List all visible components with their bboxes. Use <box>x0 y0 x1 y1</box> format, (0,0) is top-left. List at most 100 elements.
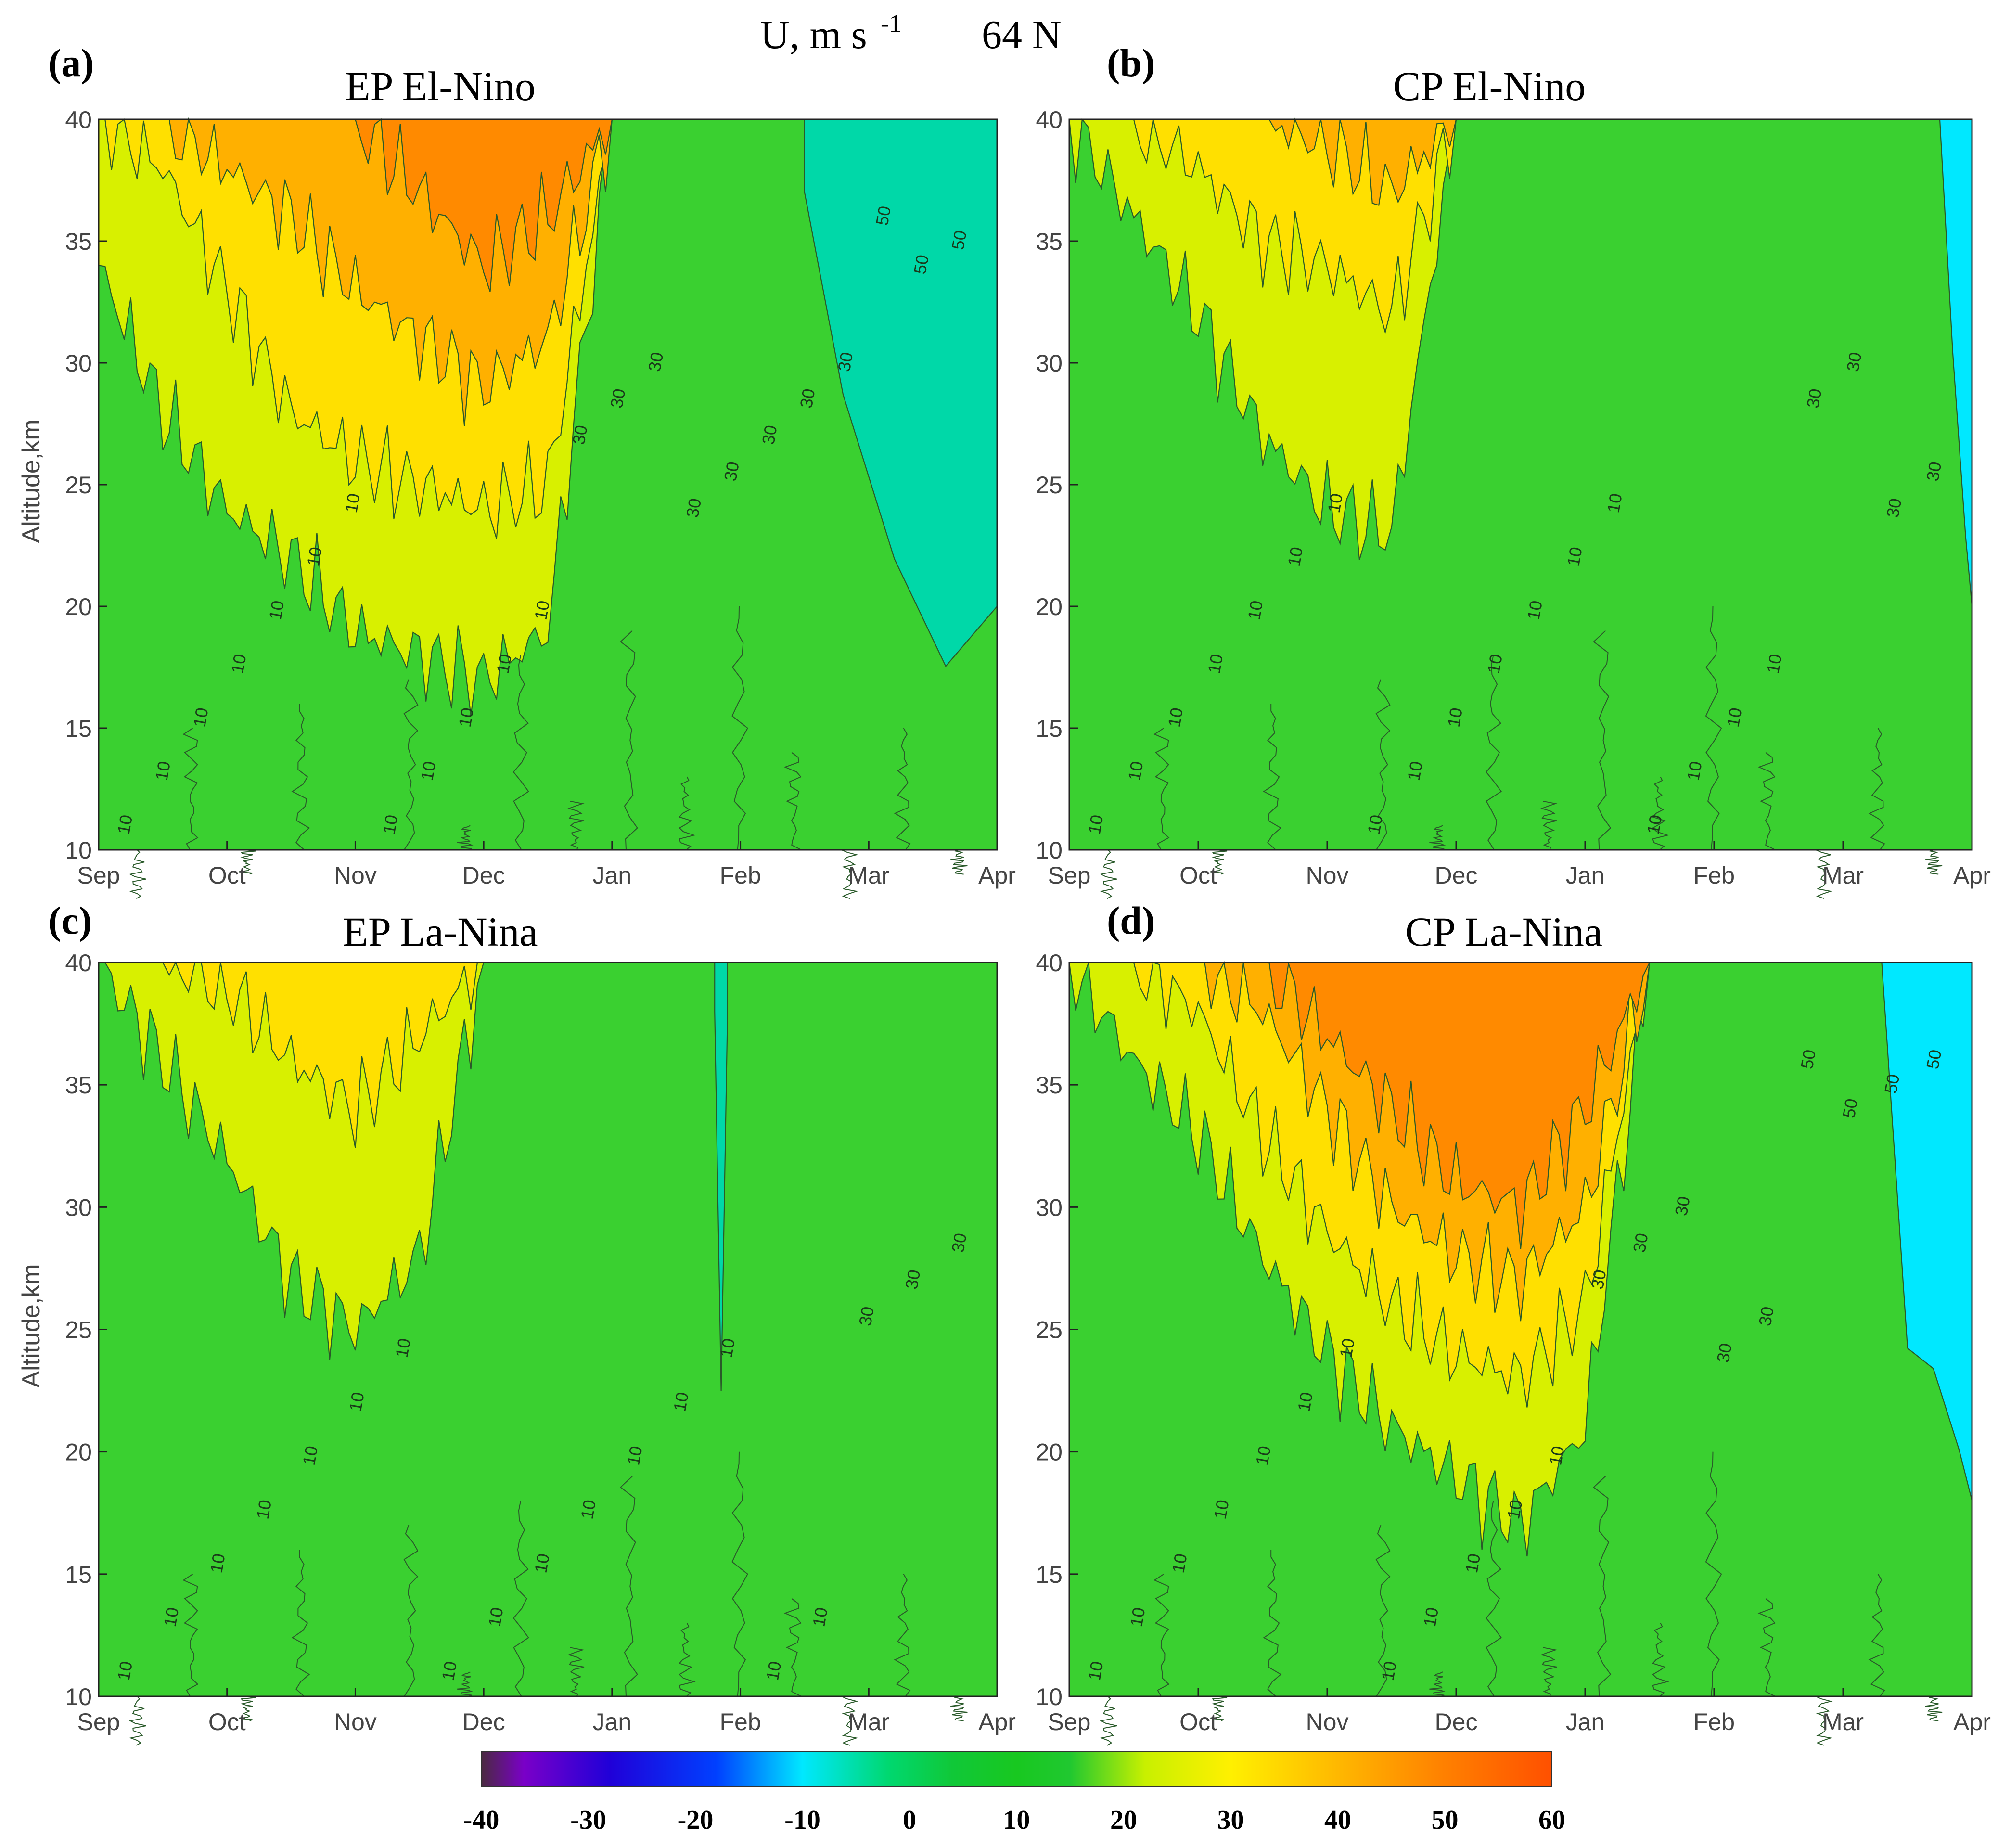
contour-line <box>679 776 696 850</box>
contour-line <box>1100 849 1117 899</box>
contour-label: 10 <box>253 1498 275 1521</box>
contour-line <box>1375 1525 1391 1697</box>
x-tick-label: Mar <box>1822 1708 1864 1735</box>
contour-label: 10 <box>493 653 515 675</box>
y-tick-label: 40 <box>65 106 92 133</box>
contour-line <box>950 1696 968 1721</box>
contour-label: 10 <box>227 653 250 675</box>
contour-line <box>512 655 529 850</box>
y-tick-label: 10 <box>1036 1683 1063 1710</box>
contour-line <box>1429 1671 1446 1697</box>
panel-c: (c) EP La-Nina Altitude,km 1010101010101… <box>17 898 1016 1746</box>
contour-line <box>679 1623 696 1697</box>
contour-label: 30 <box>834 351 857 373</box>
colorbar-tick-label: -20 <box>678 1805 714 1835</box>
contour-label: 10 <box>1420 1606 1442 1629</box>
contour-line <box>1705 606 1722 850</box>
colorbar-tick-label: 30 <box>1217 1805 1244 1835</box>
contour-line <box>567 800 585 850</box>
contour-label: 10 <box>1603 492 1626 514</box>
contour-label: 10 <box>1484 653 1506 675</box>
contour-label: 10 <box>1444 706 1466 729</box>
contour-line <box>239 849 256 875</box>
contour-label: 10 <box>762 1660 785 1682</box>
y-tick-labels: 10 15 20 25 30 35 40 <box>1036 950 1078 1710</box>
contour-label: 10 <box>1503 1498 1526 1521</box>
contour-line <box>894 1574 911 1697</box>
x-tick-label: Nov <box>334 1708 377 1735</box>
y-tick-label: 20 <box>65 1439 92 1466</box>
x-tick-label: Apr <box>1953 862 1991 889</box>
contour-line <box>1375 679 1391 850</box>
contour-line <box>841 849 858 899</box>
contour-line <box>894 728 911 850</box>
contour-label: 50 <box>1797 1048 1819 1071</box>
contour-label: 10 <box>1563 545 1586 568</box>
contour-label: 50 <box>1922 1048 1945 1071</box>
contour-label: 10 <box>438 1660 461 1682</box>
colorbar-tick-label: -10 <box>784 1805 820 1835</box>
contour-label: 10 <box>1294 1391 1317 1413</box>
y-tick-label: 35 <box>65 228 92 255</box>
x-tick-label: Dec <box>462 1708 505 1735</box>
contour-label: 10 <box>1168 1552 1191 1575</box>
y-tick-label: 15 <box>65 1561 92 1588</box>
y-tick-label: 40 <box>65 950 92 976</box>
contour-label: 10 <box>1252 1444 1274 1467</box>
panel-b: (b) CP El-Nino 1010101010101010101010101… <box>1036 41 1991 899</box>
contour-line <box>1153 1573 1170 1697</box>
contour-label: 10 <box>265 599 288 622</box>
panel-a: (a) EP El-Nino Altitude,km 1010101010101… <box>17 41 1016 899</box>
colorbar: -40 -30 -20 -10 0 10 20 30 40 50 60 <box>463 1751 1565 1835</box>
contour-label: 30 <box>720 460 743 483</box>
contour-label: 30 <box>948 1232 970 1254</box>
panel-title: CP El-Nino <box>1393 63 1586 109</box>
contour-label: 30 <box>1629 1232 1652 1254</box>
contour-label: 10 <box>299 1444 321 1467</box>
contour-label: 50 <box>1881 1073 1903 1095</box>
contour-label: 10 <box>189 706 212 729</box>
y-tick-label: 35 <box>1036 1072 1063 1099</box>
contour-line <box>1593 1476 1612 1697</box>
contour-label: 30 <box>1883 497 1905 519</box>
contour-label: 30 <box>606 387 629 410</box>
contour-line <box>841 1696 858 1746</box>
plot-area: 10 10 10 10 10 10 10 10 10 10 10 10 10 10 10 10 10 10 30 30… <box>1068 117 1973 899</box>
contour-label: 10 <box>669 1391 692 1413</box>
x-tick-label: Dec <box>1435 862 1478 889</box>
contour-line <box>731 1451 748 1697</box>
contour-line <box>567 1647 585 1697</box>
contour-label: 30 <box>1713 1342 1736 1364</box>
contour-label: 30 <box>855 1305 878 1328</box>
contour-line <box>291 1550 310 1697</box>
contour-line <box>1540 1647 1558 1697</box>
y-tick-label: 15 <box>1036 1561 1063 1588</box>
colorbar-tick-label: 20 <box>1110 1805 1137 1835</box>
contour-label: 30 <box>644 351 667 373</box>
contour-label: 10 <box>1461 1552 1484 1575</box>
contour-label: 10 <box>1204 653 1227 675</box>
contour-label: 10 <box>417 760 439 783</box>
contour-line <box>403 679 419 850</box>
contour-label: 10 <box>531 599 553 622</box>
contour-label: 10 <box>1336 1337 1358 1360</box>
contour-label: 10 <box>1084 813 1107 836</box>
title-latitude: 64 N <box>982 13 1062 57</box>
contour-label: 10 <box>1244 599 1267 622</box>
contour-line <box>1652 1623 1669 1697</box>
x-tick-label: Apr <box>978 1708 1016 1735</box>
contour-label: 10 <box>1378 1660 1400 1682</box>
y-axis-label: Altitude,km <box>17 1264 45 1387</box>
contour-label: 10 <box>1084 1660 1107 1682</box>
x-tick-label: Sep <box>77 1708 120 1735</box>
contour-line <box>512 1501 529 1697</box>
y-axis-label: Altitude,km <box>17 419 45 543</box>
contour-label: 30 <box>1671 1195 1693 1218</box>
colorbar-tick-label: 10 <box>1003 1805 1030 1835</box>
plot-area: 10 10 10 10 10 10 10 10 10 10 10 10 10 10 10 10 30 30 30 <box>98 961 998 1746</box>
x-tick-labels: Sep Oct Nov Dec Jan Feb Mar Apr <box>1048 841 1991 889</box>
panel-title: EP El-Nino <box>345 63 536 109</box>
contour-line <box>128 849 147 899</box>
colorbar-tick-labels: -40 -30 -20 -10 0 10 20 30 40 50 60 <box>463 1805 1565 1835</box>
